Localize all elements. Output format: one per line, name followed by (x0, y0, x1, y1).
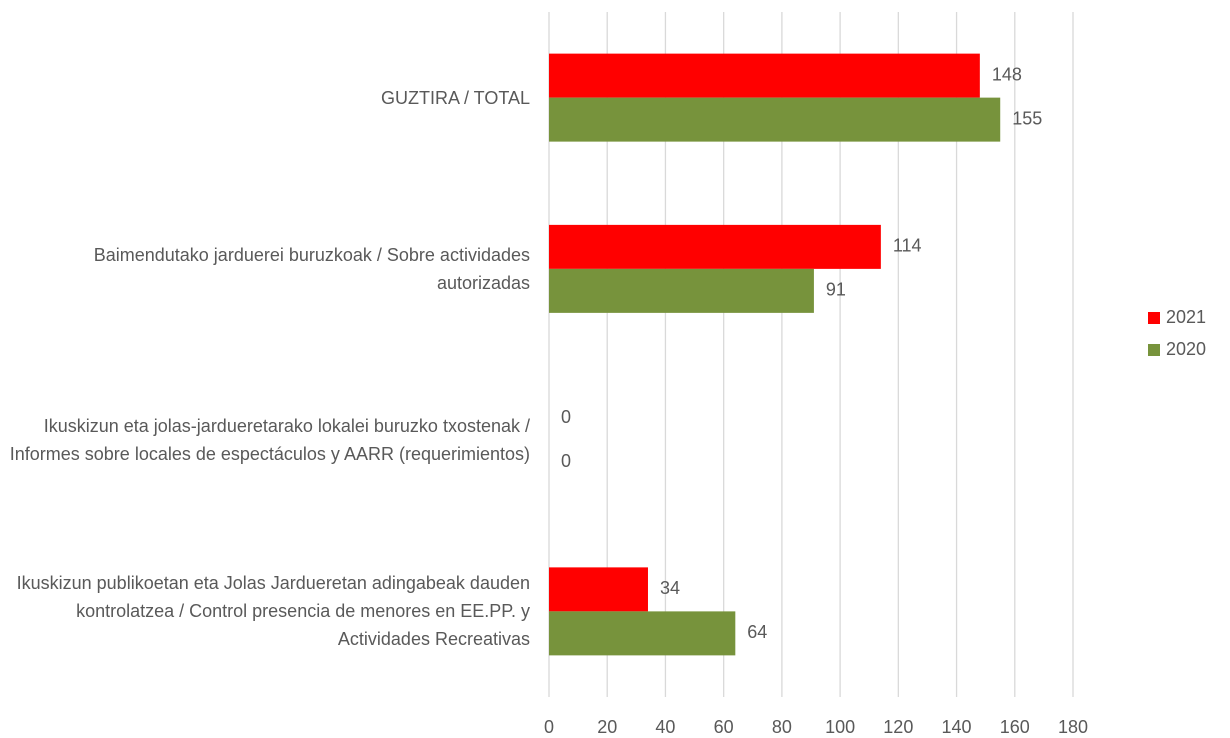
category-label: GUZTIRA / TOTAL (380, 87, 530, 108)
x-tick-label: 180 (1058, 717, 1088, 737)
bar (549, 268, 814, 313)
bar (549, 53, 980, 98)
legend-swatch (1148, 344, 1160, 356)
data-label: 64 (747, 622, 767, 642)
data-label: 155 (1012, 108, 1042, 128)
x-tick-label: 120 (883, 717, 913, 737)
data-label: 148 (992, 64, 1022, 84)
x-tick-label: 140 (942, 717, 972, 737)
data-label: 0 (561, 451, 571, 471)
x-tick-label: 100 (825, 717, 855, 737)
data-label: 91 (826, 280, 846, 300)
x-tick-label: 40 (655, 717, 675, 737)
data-label: 0 (561, 407, 571, 427)
x-tick-label: 20 (597, 717, 617, 737)
legend-swatch (1148, 312, 1160, 324)
category-label: Baimendutako jarduerei buruzkoak / Sobre… (93, 244, 530, 293)
category-label: Ikuskizun eta jolas-jardueretarako lokal… (9, 416, 530, 465)
x-tick-label: 0 (544, 717, 554, 737)
bar (549, 611, 736, 656)
bar (549, 97, 1001, 142)
data-label: 114 (893, 236, 922, 256)
legend-label: 2021 (1166, 307, 1206, 327)
bar (549, 567, 648, 612)
bar (549, 224, 881, 269)
x-tick-label: 80 (772, 717, 792, 737)
x-tick-label: 160 (1000, 717, 1030, 737)
x-tick-label: 60 (714, 717, 734, 737)
category-label: Ikuskizun publikoetan eta Jolas Jarduere… (16, 573, 530, 650)
data-label: 34 (660, 578, 680, 598)
legend-label: 2020 (1166, 339, 1206, 359)
